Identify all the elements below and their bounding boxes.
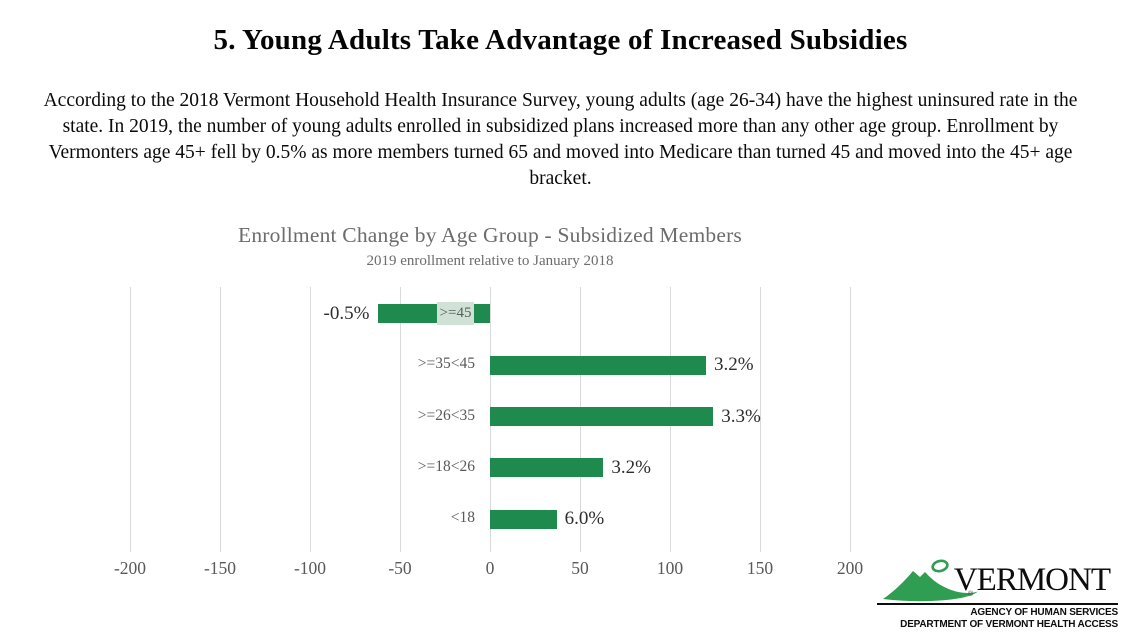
x-tick-label: 50 — [571, 558, 589, 578]
bar-3545 — [490, 355, 706, 375]
bar-2635 — [490, 407, 714, 426]
chart-title: Enrollment Change by Age Group - Subsidi… — [237, 223, 743, 247]
value-label: 3.2% — [611, 456, 651, 478]
mountain-icon — [883, 559, 978, 602]
category-label: >=26<35 — [417, 406, 475, 424]
logo-department-line: DEPARTMENT OF VERMONT HEALTH ACCESS — [900, 619, 1118, 630]
category-label: >=18<26 — [417, 457, 475, 475]
gridline — [219, 287, 221, 552]
logo-brand-text: VERMONT — [953, 562, 1111, 598]
category-label: >=35<45 — [417, 355, 475, 373]
gridline — [849, 287, 851, 552]
chart-subtitle: 2019 enrollment relative to January 2018 — [366, 253, 614, 269]
x-tick-label: 200 — [836, 558, 864, 578]
page-title: 5. Young Adults Take Advantage of Increa… — [213, 24, 908, 56]
vermont-logo: ® VERMONT AGENCY OF HUMAN SERVICES DEPAR… — [877, 558, 1118, 632]
x-tick-label: 0 — [485, 558, 495, 578]
x-tick-label: -50 — [388, 558, 412, 578]
logo-divider — [877, 603, 1118, 605]
bar-1826 — [490, 458, 604, 478]
registered-mark: ® — [968, 591, 974, 598]
category-chip: >=45 — [437, 302, 474, 326]
x-tick-label: 150 — [746, 558, 774, 578]
x-tick-label: -150 — [203, 558, 237, 578]
x-tick-label: -100 — [293, 558, 327, 578]
value-label: 3.3% — [721, 405, 761, 427]
x-tick-label: -200 — [113, 558, 147, 578]
value-label: 3.2% — [714, 354, 754, 376]
x-tick-label: 100 — [656, 558, 684, 578]
category-label: <18 — [450, 509, 475, 527]
gridline — [399, 287, 401, 552]
bar-18 — [490, 509, 557, 529]
intro-paragraph: According to the 2018 Vermont Household … — [43, 90, 1078, 189]
gridline — [759, 287, 761, 552]
gridline — [129, 287, 131, 552]
value-label: -0.5% — [323, 302, 370, 324]
gridline — [309, 287, 311, 552]
value-label: 6.0% — [564, 508, 605, 530]
logo-agency-line: AGENCY OF HUMAN SERVICES — [970, 607, 1118, 618]
